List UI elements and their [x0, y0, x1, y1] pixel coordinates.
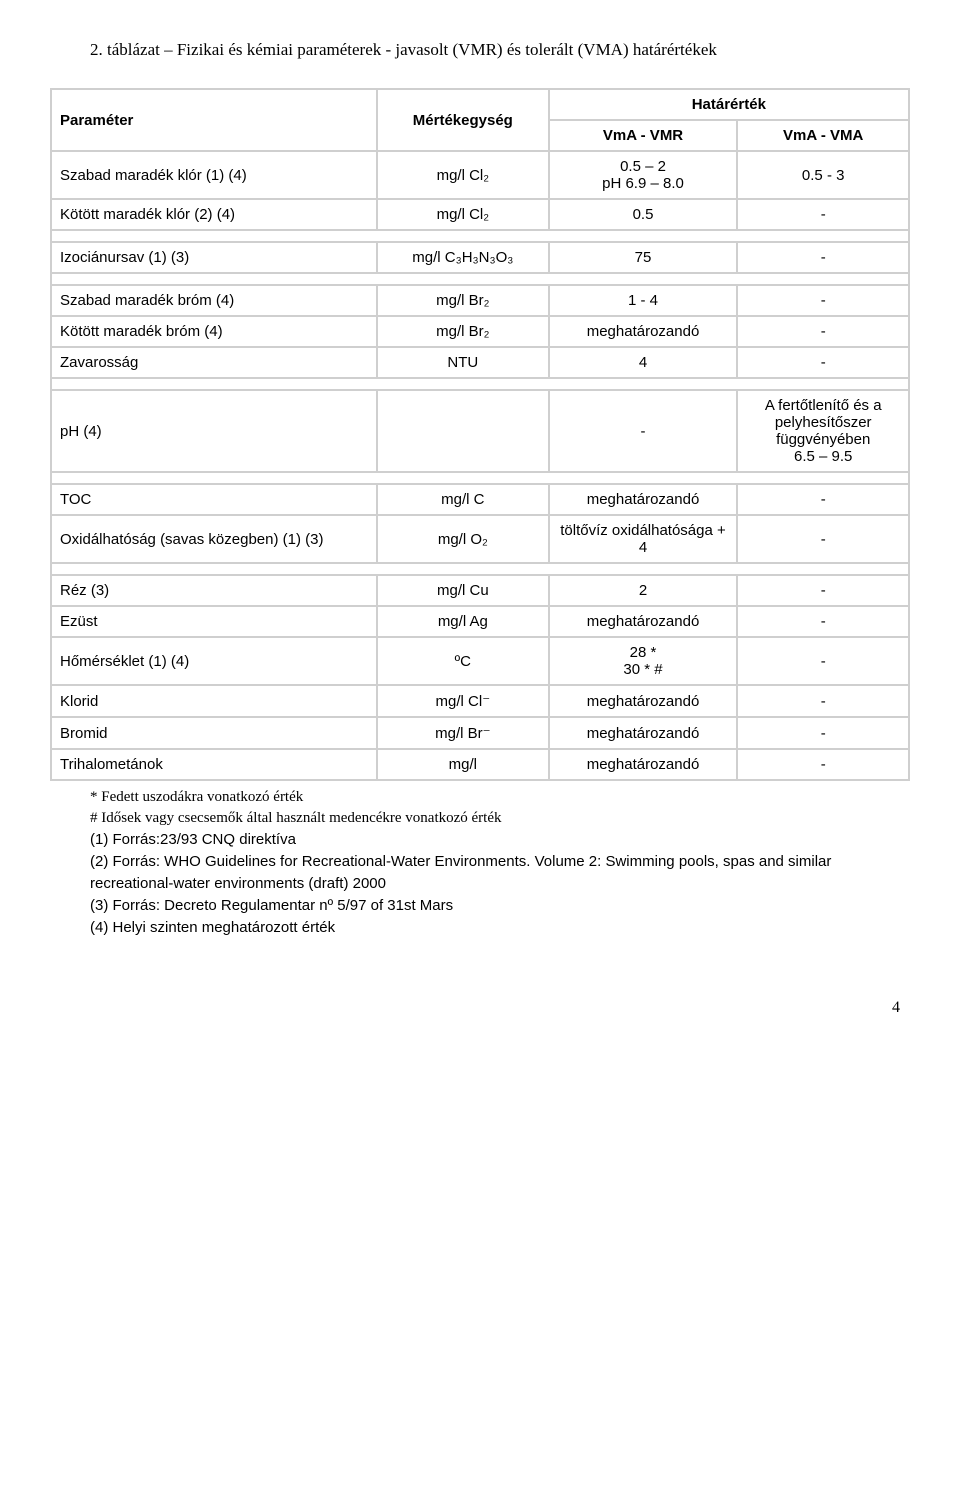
param-cell: Kötött maradék klór (2) (4) — [51, 199, 377, 230]
note-line: (4) Helyi szinten meghatározott érték — [90, 917, 910, 939]
notes-block: * Fedett uszodákra vonatkozó érték# Idős… — [90, 787, 910, 939]
vmr-cell: 75 — [549, 242, 738, 273]
param-cell: Réz (3) — [51, 575, 377, 606]
param-cell: Bromid — [51, 717, 377, 749]
parameters-table: Paraméter Mértékegység Határérték VmA - … — [50, 88, 910, 781]
unit-cell: NTU — [377, 347, 549, 378]
vma-cell: - — [737, 484, 909, 515]
note-line: # Idősek vagy csecsemők által használt m… — [90, 808, 910, 829]
vmr-cell: meghatározandó — [549, 717, 738, 749]
unit-cell: mg/l Cl₂ — [377, 151, 549, 199]
unit-cell: mg/l — [377, 749, 549, 780]
vma-cell: 0.5 - 3 — [737, 151, 909, 199]
param-cell: Oxidálhatóság (savas közegben) (1) (3) — [51, 515, 377, 563]
vmr-cell: 0.5 — [549, 199, 738, 230]
vmr-cell: meghatározandó — [549, 606, 738, 637]
vma-cell: - — [737, 242, 909, 273]
unit-cell: mg/l Br₂ — [377, 285, 549, 316]
vma-cell: - — [737, 749, 909, 780]
unit-cell: ºC — [377, 637, 549, 685]
vmr-cell: meghatározandó — [549, 484, 738, 515]
unit-cell — [377, 390, 549, 472]
note-line: (2) Forrás: WHO Guidelines for Recreatio… — [90, 851, 910, 895]
vmr-cell: 2 — [549, 575, 738, 606]
param-cell: Szabad maradék bróm (4) — [51, 285, 377, 316]
vmr-cell: - — [549, 390, 738, 472]
vmr-cell: meghatározandó — [549, 685, 738, 717]
header-limit: Határérték — [549, 89, 909, 120]
header-param: Paraméter — [51, 89, 377, 151]
header-unit: Mértékegység — [377, 89, 549, 151]
param-cell: Trihalometánok — [51, 749, 377, 780]
vma-cell: - — [737, 199, 909, 230]
unit-cell: mg/l Cl₂ — [377, 199, 549, 230]
vmr-cell: 1 - 4 — [549, 285, 738, 316]
param-cell: Zavarosság — [51, 347, 377, 378]
header-col1: VmA - VMR — [549, 120, 738, 151]
vma-cell: - — [737, 575, 909, 606]
param-cell: Izociánursav (1) (3) — [51, 242, 377, 273]
page-number: 4 — [50, 999, 910, 1017]
note-line: (1) Forrás:23/93 CNQ direktíva — [90, 829, 910, 851]
unit-cell: mg/l Ag — [377, 606, 549, 637]
spacer-cell — [51, 563, 909, 575]
param-cell: pH (4) — [51, 390, 377, 472]
vma-cell: - — [737, 347, 909, 378]
param-cell: Szabad maradék klór (1) (4) — [51, 151, 377, 199]
spacer-cell — [51, 273, 909, 285]
note-line: * Fedett uszodákra vonatkozó érték — [90, 787, 910, 808]
vma-cell: - — [737, 685, 909, 717]
vma-cell: - — [737, 717, 909, 749]
spacer-cell — [51, 230, 909, 242]
vmr-cell: 4 — [549, 347, 738, 378]
header-col2: VmA - VMA — [737, 120, 909, 151]
vma-cell: - — [737, 515, 909, 563]
unit-cell: mg/l C₃H₃N₃O₃ — [377, 242, 549, 273]
unit-cell: mg/l Cl⁻ — [377, 685, 549, 717]
vmr-cell: meghatározandó — [549, 749, 738, 780]
table-title: 2. táblázat – Fizikai és kémiai paraméte… — [90, 40, 910, 60]
vmr-cell: meghatározandó — [549, 316, 738, 347]
unit-cell: mg/l O₂ — [377, 515, 549, 563]
param-cell: TOC — [51, 484, 377, 515]
unit-cell: mg/l Br₂ — [377, 316, 549, 347]
param-cell: Kötött maradék bróm (4) — [51, 316, 377, 347]
param-cell: Ezüst — [51, 606, 377, 637]
vma-cell: - — [737, 606, 909, 637]
unit-cell: mg/l Cu — [377, 575, 549, 606]
vmr-cell: töltővíz oxidálhatósága + 4 — [549, 515, 738, 563]
vma-cell: A fertőtlenítő és a pelyhesítőszer függv… — [737, 390, 909, 472]
spacer-cell — [51, 472, 909, 484]
note-line: (3) Forrás: Decreto Regulamentar nº 5/97… — [90, 895, 910, 917]
param-cell: Hőmérséklet (1) (4) — [51, 637, 377, 685]
unit-cell: mg/l Br⁻ — [377, 717, 549, 749]
vma-cell: - — [737, 637, 909, 685]
vma-cell: - — [737, 285, 909, 316]
spacer-cell — [51, 378, 909, 390]
vmr-cell: 0.5 – 2pH 6.9 – 8.0 — [549, 151, 738, 199]
vma-cell: - — [737, 316, 909, 347]
param-cell: Klorid — [51, 685, 377, 717]
unit-cell: mg/l C — [377, 484, 549, 515]
vmr-cell: 28 *30 * # — [549, 637, 738, 685]
